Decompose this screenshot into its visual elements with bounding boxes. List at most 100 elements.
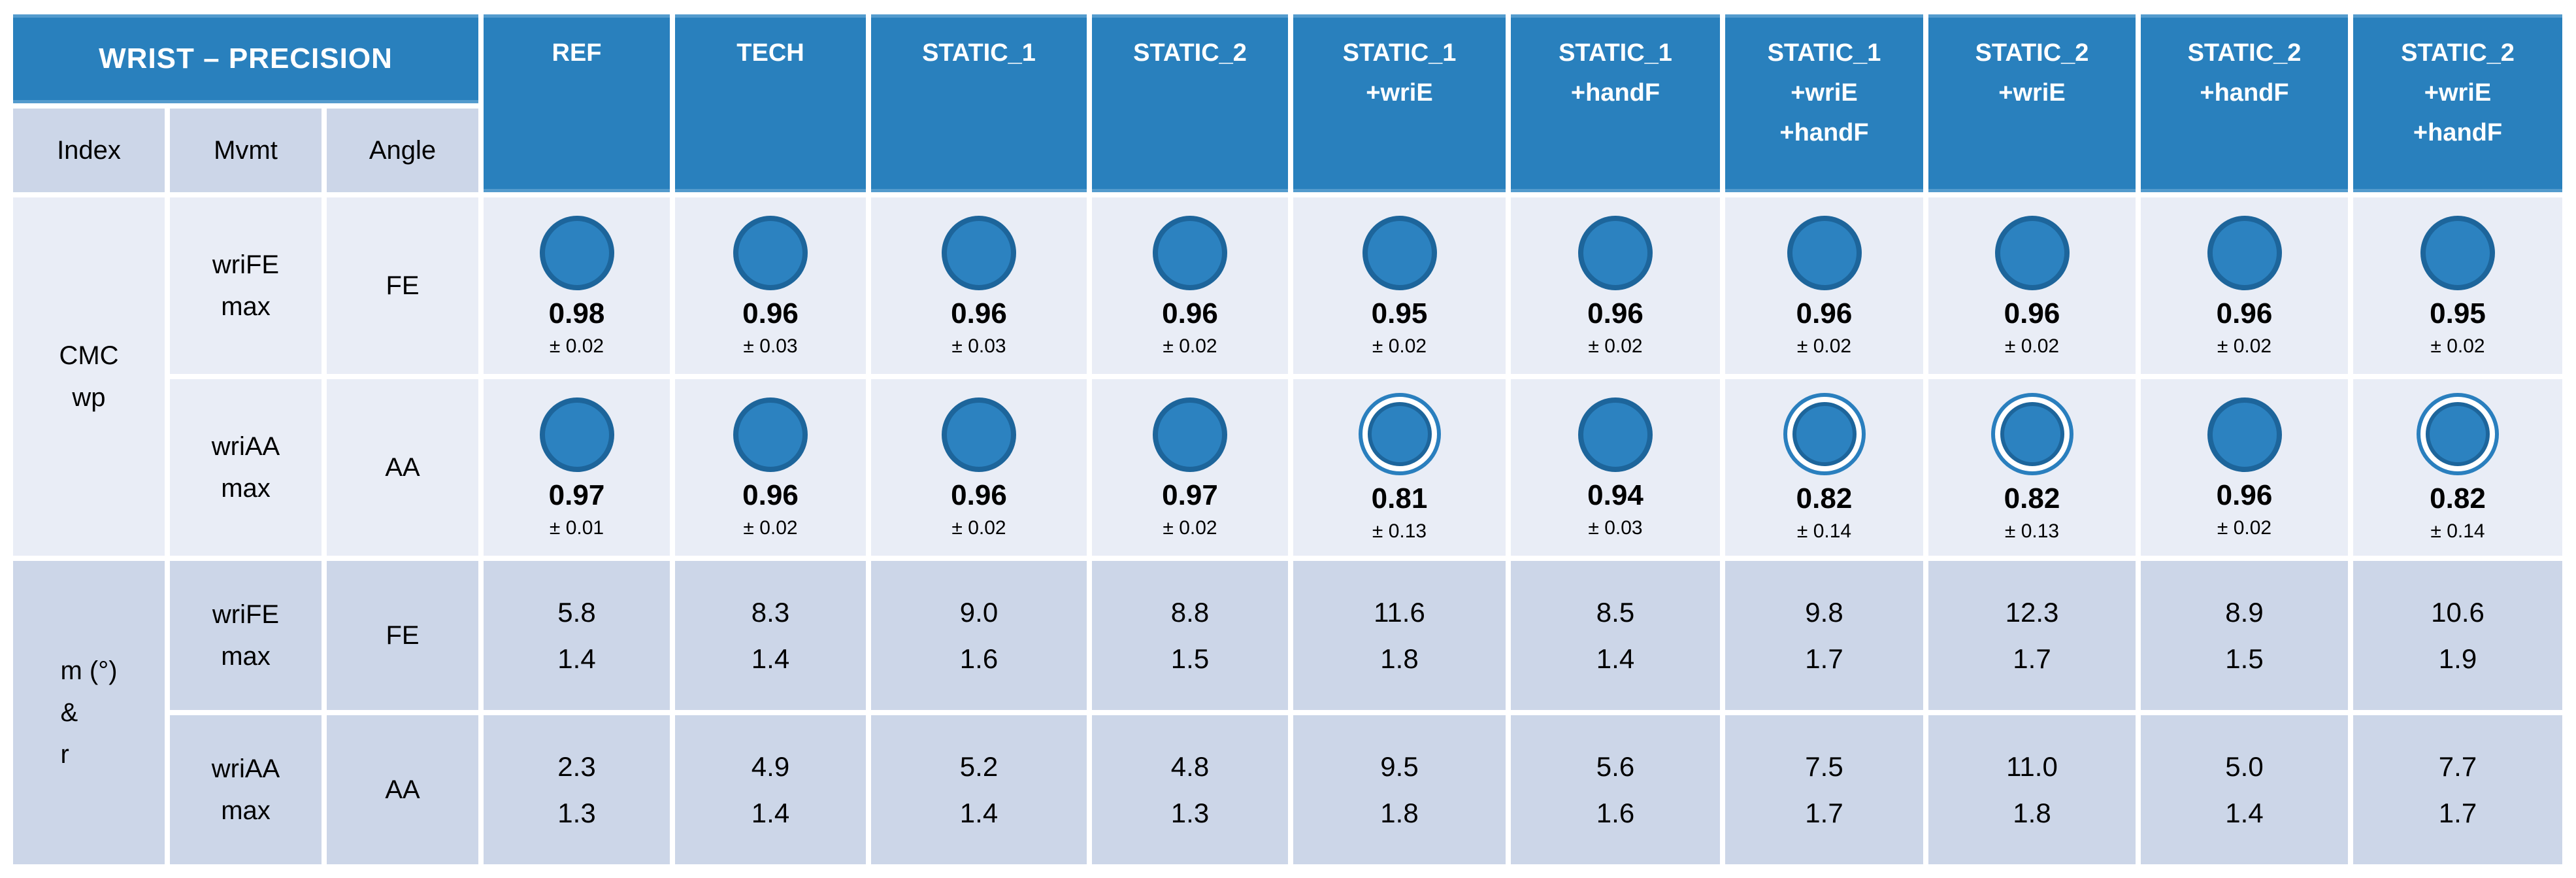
value-cell: 0.82 ± 0.14: [2353, 379, 2562, 556]
value-cell: 8.5 1.4: [1511, 561, 1720, 710]
correlation-value: 0.97: [1162, 479, 1218, 512]
correlation-value: 0.81: [1371, 482, 1428, 515]
condition-header: STATIC_2 +wriE: [1928, 14, 2136, 192]
r-value: 1.7: [1805, 798, 1843, 828]
sd-value: ± 0.03: [951, 335, 1006, 357]
condition-header-line: +handF: [2200, 78, 2289, 107]
r-value: 1.4: [2225, 798, 2264, 828]
sd-value: ± 0.02: [1163, 335, 1217, 357]
mvmt-label-line: wriFE: [212, 600, 280, 629]
condition-header-line: REF: [552, 39, 602, 67]
mean-value: 8.8: [1170, 596, 1210, 628]
value-cell: 0.96 ± 0.02: [1511, 197, 1720, 374]
mean-value: 7.5: [1805, 751, 1843, 782]
mean-value: 11.6: [1374, 596, 1425, 628]
mean-value: 8.5: [1596, 596, 1635, 628]
value-cell: 0.96 ± 0.03: [871, 197, 1087, 374]
ring-circle-icon: [1358, 393, 1441, 476]
correlation-value: 0.94: [1587, 479, 1643, 512]
mvmt-cell: wriAA max: [170, 379, 322, 556]
mvmt-label-line: wriAA: [211, 432, 280, 461]
condition-header-line: STATIC_2: [2187, 39, 2302, 67]
mvmt-label-line: max: [221, 292, 271, 321]
value-cell: 0.96 ± 0.02: [1928, 197, 2136, 374]
index-label-line: &: [60, 698, 78, 727]
value-cell: 0.94 ± 0.03: [1511, 379, 1720, 556]
condition-header-line: STATIC_1: [922, 39, 1036, 67]
correlation-value: 0.82: [2004, 482, 2060, 515]
r-value: 1.8: [2013, 798, 2051, 828]
r-value: 1.4: [751, 798, 790, 828]
ring-circle-icon: [2417, 393, 2499, 476]
value-cell: 7.5 1.7: [1725, 715, 1923, 864]
index-label: m (°) & r: [60, 650, 117, 775]
condition-header: TECH: [675, 14, 866, 192]
angle-cell: AA: [327, 715, 478, 864]
sd-value: ± 0.02: [2430, 335, 2485, 357]
sd-value: ± 0.02: [1796, 335, 1852, 357]
value-cell: 8.3 1.4: [675, 561, 866, 710]
ring-circle-core: [2000, 402, 2064, 467]
mvmt-cell: wriFE max: [170, 561, 322, 710]
filled-circle-icon: [1994, 216, 2070, 291]
sd-value: ± 0.02: [1588, 335, 1643, 357]
results-table: WRIST – PRECISION REF TECH STATIC_1 STATIC_2…: [8, 9, 2568, 870]
correlation-value: 0.96: [742, 479, 799, 512]
condition-header-line: STATIC_1: [1342, 39, 1457, 67]
ring-circle-core: [1367, 402, 1432, 467]
value-cell: 9.0 1.6: [871, 561, 1087, 710]
correlation-value: 0.96: [742, 297, 799, 330]
correlation-value: 0.98: [548, 297, 605, 330]
condition-header-line: +handF: [2413, 118, 2503, 146]
ring-circle-icon: [1990, 393, 2073, 476]
mvmt-cell: wriAA max: [170, 715, 322, 864]
value-cell: 0.97 ± 0.02: [1092, 379, 1288, 556]
mean-value: 4.8: [1170, 751, 1210, 782]
mean-value: 9.5: [1380, 751, 1419, 782]
sd-value: ± 0.02: [2217, 516, 2272, 539]
table-header: WRIST – PRECISION REF TECH STATIC_1 STATIC_2…: [13, 14, 2562, 192]
condition-header-line: STATIC_2: [1975, 39, 2089, 67]
filled-circle-icon: [1578, 397, 1653, 473]
value-cell: 0.82 ± 0.14: [1725, 379, 1923, 556]
r-value: 1.7: [2013, 643, 2051, 674]
filled-circle-icon: [733, 216, 808, 291]
mean-value: 7.7: [2438, 751, 2477, 782]
value-cell: 0.81 ± 0.13: [1293, 379, 1506, 556]
sd-value: ± 0.13: [1372, 520, 1427, 542]
correlation-value: 0.96: [1587, 297, 1643, 330]
ring-circle-core: [2426, 402, 2490, 467]
sd-value: ± 0.02: [743, 516, 798, 539]
sd-value: ± 0.14: [1796, 520, 1852, 542]
value-cell: 0.95 ± 0.02: [1293, 197, 1506, 374]
filled-circle-icon: [942, 397, 1016, 473]
condition-header: STATIC_1 +wriE +handF: [1725, 14, 1923, 192]
condition-header-line: +wriE: [2424, 78, 2492, 107]
filled-circle-icon: [1578, 216, 1653, 291]
correlation-value: 0.82: [2430, 482, 2486, 515]
table-title: WRIST – PRECISION: [13, 14, 478, 103]
mean-value: 5.6: [1596, 751, 1635, 782]
filled-circle-icon: [733, 397, 808, 473]
mean-value: 10.6: [2431, 596, 2485, 628]
mean-value: 9.8: [1805, 596, 1843, 628]
subheader-angle: Angle: [327, 109, 478, 192]
header-row-title: WRIST – PRECISION REF TECH STATIC_1 STATIC_2…: [13, 14, 2562, 192]
mean-value: 8.9: [2225, 596, 2264, 628]
mvmt-label-line: max: [221, 642, 271, 671]
r-value: 1.5: [2225, 643, 2264, 674]
correlation-value: 0.96: [1162, 297, 1218, 330]
sd-value: ± 0.01: [549, 516, 604, 539]
mvmt-label-line: max: [221, 474, 271, 503]
condition-header-line: STATIC_2: [1133, 39, 1247, 67]
correlation-value: 0.96: [2004, 297, 2060, 330]
sd-value: ± 0.02: [2217, 335, 2272, 357]
value-cell: 5.0 1.4: [2141, 715, 2348, 864]
index-cell: CMC wp: [13, 197, 165, 556]
ring-circle-core: [1792, 402, 1857, 467]
value-cell: 0.96 ± 0.02: [1092, 197, 1288, 374]
index-label-line: r: [60, 740, 69, 769]
filled-circle-icon: [1362, 216, 1437, 291]
r-value: 1.4: [959, 798, 999, 828]
condition-header: STATIC_1 +handF: [1511, 14, 1720, 192]
